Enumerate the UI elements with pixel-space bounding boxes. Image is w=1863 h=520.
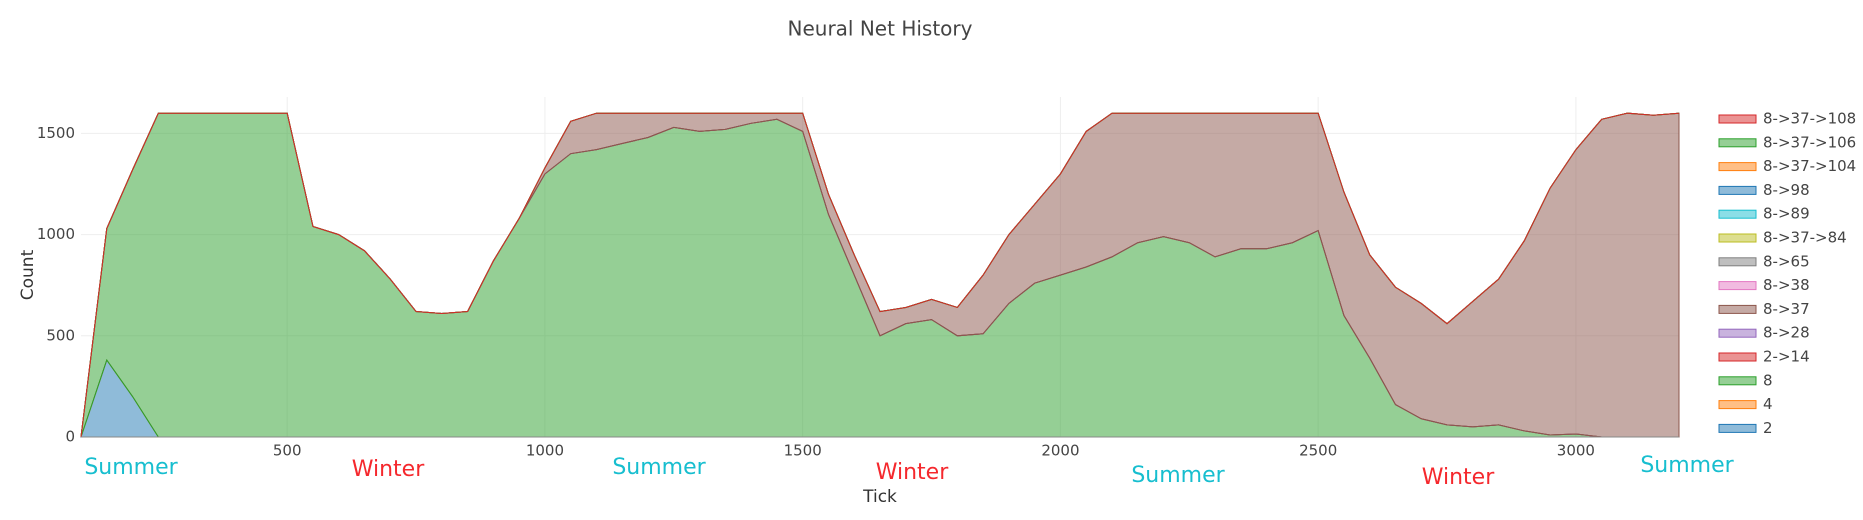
x-tick-label: 3000 bbox=[1557, 442, 1595, 460]
annotation: Winter bbox=[1422, 465, 1495, 490]
annotation: Summer bbox=[612, 455, 706, 480]
annotation: Summer bbox=[1131, 463, 1225, 488]
legend-swatch bbox=[1718, 328, 1757, 338]
legend-label: 2->14 bbox=[1763, 348, 1810, 366]
legend-swatch bbox=[1718, 352, 1757, 362]
x-tick-label: 1500 bbox=[784, 442, 822, 460]
y-tick-label: 500 bbox=[46, 326, 75, 344]
legend-label: 8->37->108 bbox=[1763, 110, 1856, 128]
y-tick-label: 0 bbox=[65, 428, 75, 446]
chart-title: Neural Net History bbox=[788, 17, 973, 41]
y-tick-label: 1000 bbox=[37, 225, 75, 243]
legend-label: 8->28 bbox=[1763, 324, 1810, 342]
x-tick-label: 500 bbox=[273, 442, 302, 460]
legend-swatch bbox=[1718, 257, 1757, 267]
legend-swatch bbox=[1718, 209, 1757, 219]
y-tick-label: 1500 bbox=[37, 124, 75, 142]
x-tick-label: 2500 bbox=[1299, 442, 1337, 460]
x-tick-label: 1000 bbox=[526, 442, 564, 460]
annotation: Summer bbox=[84, 455, 178, 480]
y-axis-title: Count bbox=[18, 249, 38, 300]
legend-swatch bbox=[1718, 400, 1757, 410]
annotation: Summer bbox=[1640, 453, 1734, 478]
legend-swatch bbox=[1718, 376, 1757, 386]
legend-swatch bbox=[1718, 233, 1757, 243]
annotation: Winter bbox=[352, 457, 425, 482]
annotation: Winter bbox=[876, 460, 949, 485]
legend-swatch bbox=[1718, 114, 1757, 124]
legend-label: 4 bbox=[1763, 395, 1773, 413]
legend-label: 8->37 bbox=[1763, 300, 1810, 318]
x-tick-label: 2000 bbox=[1041, 442, 1079, 460]
legend-label: 8->37->106 bbox=[1763, 133, 1856, 151]
legend-label: 2 bbox=[1763, 419, 1773, 437]
x-axis-title: Tick bbox=[862, 487, 897, 507]
legend-swatch bbox=[1718, 138, 1757, 148]
legend-swatch bbox=[1718, 185, 1757, 195]
legend-label: 8->37->84 bbox=[1763, 229, 1847, 247]
legend-label: 8 bbox=[1763, 371, 1773, 389]
legend-swatch bbox=[1718, 423, 1757, 433]
legend-label: 8->37->104 bbox=[1763, 157, 1856, 175]
legend-swatch bbox=[1718, 281, 1757, 291]
legend-swatch bbox=[1718, 162, 1757, 172]
legend-swatch bbox=[1718, 304, 1757, 314]
legend-label: 8->38 bbox=[1763, 276, 1810, 294]
legend-label: 8->65 bbox=[1763, 252, 1810, 270]
legend-label: 8->89 bbox=[1763, 205, 1810, 223]
legend-label: 8->98 bbox=[1763, 181, 1810, 199]
